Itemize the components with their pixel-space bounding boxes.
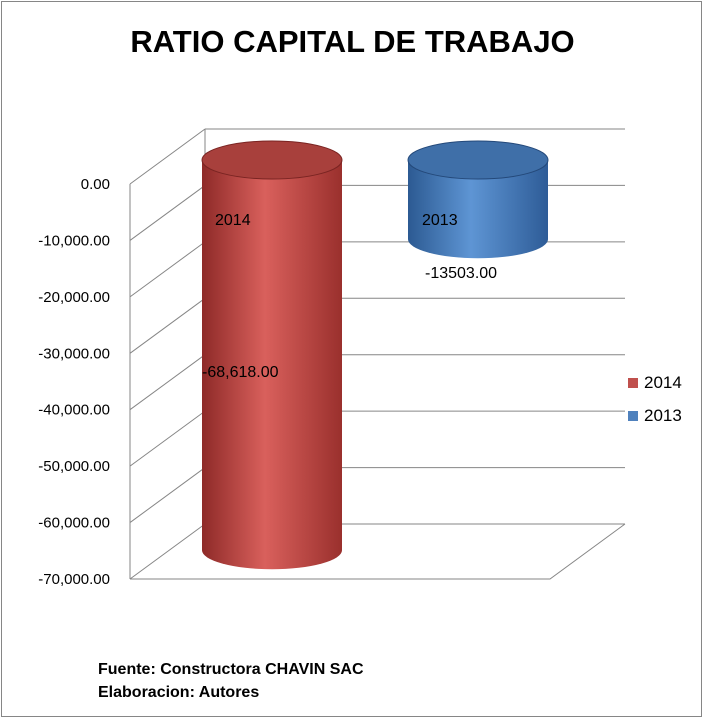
legend-item-2014: 2014 [628, 366, 682, 399]
bars [201, 140, 549, 570]
legend-label-2014: 2014 [644, 372, 682, 392]
legend-item-2013: 2013 [628, 399, 682, 432]
gridline-side [129, 185, 206, 241]
gridline-side [129, 354, 206, 411]
y-tick-label: -40,000.00 [38, 402, 110, 419]
data-label-2013: -13503.00 [425, 265, 497, 282]
y-tick-label: 0.00 [81, 176, 110, 193]
bar-2014 [202, 160, 342, 570]
bar-category-label-2013: 2013 [422, 212, 458, 229]
gridline-side [129, 410, 206, 467]
authors-text: Elaboracion: Autores [98, 684, 260, 701]
gridline-side [129, 467, 206, 523]
data-label-2014: -68,618.00 [202, 364, 279, 381]
source-text: Fuente: Constructora CHAVIN SAC [98, 661, 364, 678]
y-tick-label: -20,000.00 [38, 289, 110, 306]
legend-swatch-2014 [628, 377, 638, 388]
bar-category-label-2014: 2014 [215, 212, 251, 229]
y-tick-label: -70,000.00 [38, 571, 110, 588]
y-tick-label: -30,000.00 [38, 345, 110, 362]
legend: 2014 2013 [628, 366, 682, 432]
gridline-side [129, 128, 206, 185]
y-tick-label: -60,000.00 [38, 515, 110, 532]
gridline-side [129, 523, 206, 580]
bar-top-2014 [201, 140, 343, 180]
gridline-side [129, 297, 206, 354]
y-tick-label: -50,000.00 [38, 458, 110, 475]
gridline-side [129, 241, 206, 298]
floor-outline [130, 523, 626, 580]
labels: 0.00 -10,000.00 -20,000.00 -30,000.00 -40,00… [38, 176, 497, 588]
legend-label-2013: 2013 [644, 405, 682, 425]
y-tick-label: -10,000.00 [38, 232, 110, 249]
source-notes: Fuente: Constructora CHAVIN SAC Elaborac… [98, 658, 364, 704]
bar-2013 [408, 160, 548, 259]
bar-top-2013 [407, 140, 549, 180]
legend-swatch-2013 [628, 410, 638, 421]
chart-title: RATIO CAPITAL DE TRABAJO [130, 24, 575, 59]
